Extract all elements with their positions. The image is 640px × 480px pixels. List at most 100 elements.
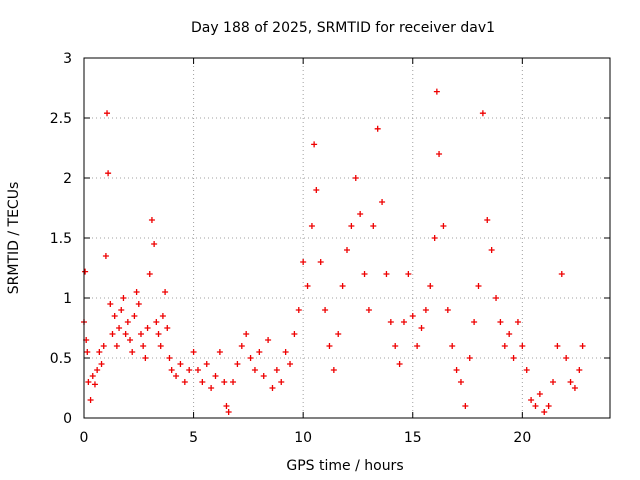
data-point xyxy=(523,367,530,373)
data-point xyxy=(135,301,142,307)
data-point xyxy=(379,199,386,205)
data-point xyxy=(558,271,565,277)
data-point xyxy=(422,307,429,313)
data-point xyxy=(405,271,412,277)
data-point xyxy=(576,367,583,373)
data-point xyxy=(479,110,486,117)
data-point xyxy=(357,211,364,217)
data-point xyxy=(120,295,127,301)
data-point xyxy=(153,319,160,325)
data-point xyxy=(157,343,164,349)
data-point xyxy=(501,343,508,349)
data-point xyxy=(212,373,219,379)
data-point xyxy=(278,379,285,385)
data-point xyxy=(100,343,107,349)
y-tick-label: 0 xyxy=(63,411,72,427)
data-point xyxy=(361,271,368,277)
data-point xyxy=(514,319,521,325)
x-tick-label: 0 xyxy=(80,430,89,446)
data-point xyxy=(98,361,105,367)
x-tick-label: 15 xyxy=(404,430,422,446)
data-point xyxy=(291,331,298,337)
grid xyxy=(84,58,610,418)
data-point xyxy=(124,319,131,325)
y-axis-label: SRMTID / TECUs xyxy=(6,182,22,295)
data-point xyxy=(431,235,438,241)
x-tick-label: 5 xyxy=(189,430,198,446)
data-point xyxy=(162,289,169,295)
data-point xyxy=(453,367,460,373)
x-tick-label: 20 xyxy=(513,430,531,446)
data-point xyxy=(256,349,263,355)
data-point xyxy=(89,373,96,379)
data-point xyxy=(295,307,302,313)
data-point xyxy=(462,403,469,409)
data-point xyxy=(387,319,394,325)
data-point xyxy=(173,373,180,379)
data-point xyxy=(177,361,184,367)
data-point xyxy=(457,379,464,385)
data-point xyxy=(109,331,116,337)
data-point xyxy=(260,373,267,379)
data-point xyxy=(308,223,315,229)
data-point xyxy=(265,337,272,343)
data-point xyxy=(528,397,535,403)
y-tick-label: 1 xyxy=(63,291,72,307)
data-point xyxy=(216,349,223,355)
data-point xyxy=(339,283,346,289)
data-point xyxy=(107,301,114,307)
data-point xyxy=(330,367,337,373)
data-point xyxy=(287,361,294,367)
y-tick-label: 3 xyxy=(63,51,72,67)
data-point xyxy=(519,343,526,349)
data-point xyxy=(536,391,543,397)
data-point xyxy=(488,247,495,253)
data-point xyxy=(166,355,173,361)
data-point xyxy=(497,319,504,325)
data-point xyxy=(427,283,434,289)
data-point xyxy=(493,295,500,301)
data-point xyxy=(348,223,355,229)
data-point xyxy=(532,403,539,409)
data-point xyxy=(414,343,421,349)
x-tick-label: 10 xyxy=(294,430,312,446)
data-point xyxy=(571,385,578,391)
data-point xyxy=(234,361,241,367)
data-point xyxy=(567,379,574,385)
data-point xyxy=(181,379,188,385)
data-point xyxy=(440,223,447,229)
data-point xyxy=(102,253,109,259)
data-point xyxy=(155,331,162,337)
data-point xyxy=(118,307,125,313)
axes: 0 0.5 1 1.5 2 2.5 3 0 5 10 15 20 xyxy=(50,51,610,446)
data-point xyxy=(208,385,215,391)
data-point xyxy=(203,361,210,367)
data-point xyxy=(282,349,289,355)
plot-frame xyxy=(83,57,611,419)
chart-title: Day 188 of 2025, SRMTID for receiver dav… xyxy=(191,20,495,36)
data-point xyxy=(554,343,561,349)
data-point xyxy=(374,125,381,132)
data-point xyxy=(111,313,118,319)
x-axis-label: GPS time / hours xyxy=(286,458,403,474)
data-point xyxy=(91,381,98,388)
data-point xyxy=(475,283,482,289)
data-point xyxy=(322,307,329,313)
data-point xyxy=(317,259,324,265)
data-point xyxy=(230,379,237,385)
data-points xyxy=(81,88,586,415)
data-point xyxy=(300,259,307,265)
data-point xyxy=(344,247,350,253)
data-point xyxy=(131,313,138,319)
data-point xyxy=(506,331,513,337)
data-point xyxy=(545,403,552,409)
data-point xyxy=(96,349,103,355)
data-point xyxy=(444,307,451,313)
data-point xyxy=(84,349,91,355)
data-point xyxy=(148,217,155,223)
data-point xyxy=(484,217,491,223)
data-point xyxy=(199,379,206,385)
data-point xyxy=(550,379,557,385)
data-point xyxy=(269,385,276,391)
